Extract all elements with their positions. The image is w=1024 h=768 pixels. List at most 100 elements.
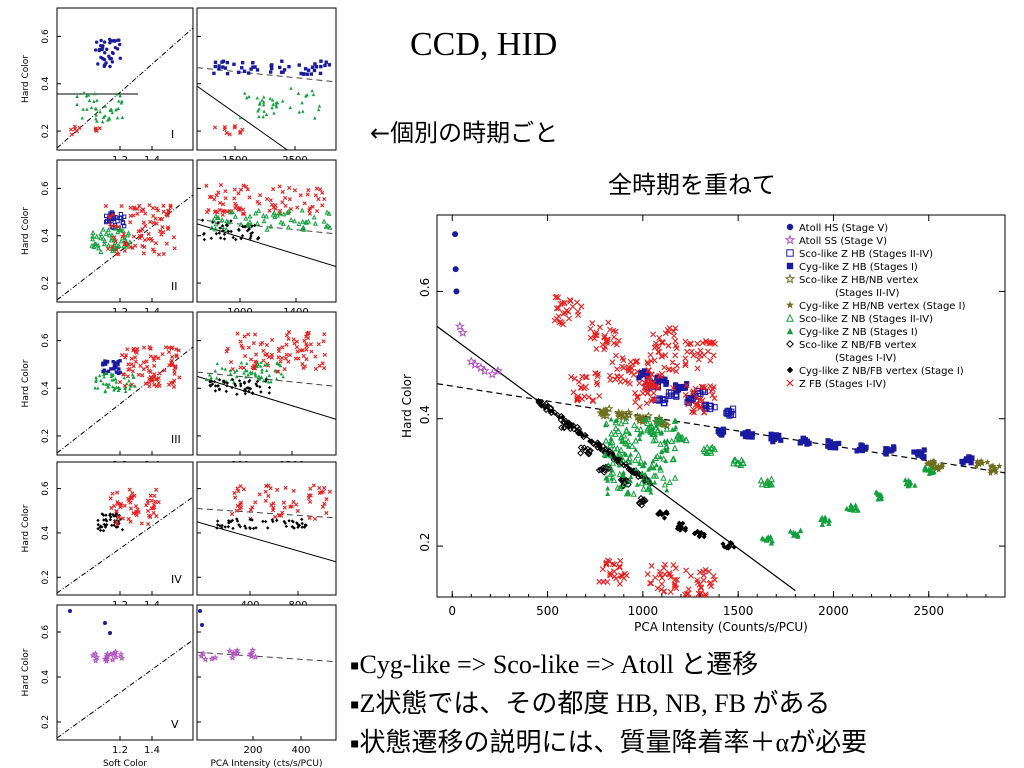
data-point	[275, 369, 280, 374]
data-point	[974, 458, 981, 465]
data-point	[682, 362, 689, 369]
data-point	[212, 226, 218, 232]
data-point	[122, 242, 127, 247]
data-point	[217, 378, 222, 382]
data-point	[264, 342, 270, 348]
data-point	[566, 296, 573, 303]
data-point	[122, 248, 127, 253]
data-point	[107, 215, 112, 220]
data-point	[595, 466, 603, 474]
data-point	[302, 525, 307, 529]
data-point	[209, 194, 214, 199]
data-point	[266, 483, 271, 488]
data-point	[611, 454, 618, 461]
data-point	[302, 338, 307, 343]
data-point	[237, 506, 242, 511]
data-point	[118, 359, 122, 363]
data-point	[300, 218, 306, 224]
data-point	[731, 456, 738, 464]
legend-marker	[786, 327, 794, 335]
data-point	[304, 347, 309, 352]
data-point	[151, 510, 156, 515]
data-point	[245, 95, 249, 100]
data-point	[152, 249, 157, 254]
data-point	[310, 204, 315, 209]
data-point	[107, 117, 112, 121]
data-point	[251, 526, 256, 531]
data-point	[103, 203, 108, 209]
data-point	[311, 92, 316, 97]
data-point	[547, 408, 553, 414]
data-point	[612, 352, 619, 359]
data-point	[301, 353, 306, 359]
y-tick-label: 0.6	[41, 481, 51, 496]
data-point	[150, 377, 155, 382]
data-point	[94, 113, 98, 117]
data-point	[297, 63, 301, 67]
data-point	[616, 462, 622, 468]
data-point	[547, 404, 555, 412]
data-point	[233, 384, 238, 388]
data-point	[119, 204, 124, 209]
data-point	[142, 238, 148, 243]
data-point	[637, 494, 645, 502]
data-point	[658, 581, 665, 588]
data-point	[561, 299, 568, 306]
data-point	[225, 223, 230, 228]
data-point	[255, 68, 260, 72]
data-point	[125, 374, 130, 379]
data-point	[697, 584, 704, 591]
data-point	[621, 480, 629, 488]
data-point	[256, 362, 261, 367]
data-point	[264, 112, 269, 116]
data-point	[654, 427, 661, 435]
data-point	[172, 378, 177, 383]
data-point	[200, 218, 205, 222]
ccd-plot-area	[57, 194, 193, 301]
data-point	[98, 525, 102, 529]
data-point	[641, 368, 647, 374]
data-point	[452, 231, 459, 238]
data-point	[102, 57, 107, 62]
data-point	[711, 395, 718, 402]
data-point	[641, 473, 648, 481]
bullet-marker: ▪	[350, 696, 360, 713]
data-point	[134, 509, 139, 514]
data-point	[292, 188, 298, 193]
data-point	[300, 517, 304, 522]
data-point	[282, 519, 286, 524]
data-point	[617, 476, 625, 484]
data-point	[670, 384, 677, 391]
data-point	[151, 220, 156, 225]
data-point	[265, 196, 270, 202]
data-point	[557, 300, 564, 307]
data-point	[320, 203, 325, 208]
data-point	[666, 478, 673, 486]
data-point	[745, 430, 751, 436]
data-point	[257, 193, 263, 198]
data-point	[122, 237, 128, 243]
data-point	[261, 114, 265, 119]
data-point	[673, 368, 680, 375]
data-point	[560, 414, 566, 420]
data-point	[757, 476, 765, 484]
data-point	[149, 506, 154, 511]
bullet-marker: ▪	[350, 735, 360, 752]
data-point	[969, 455, 975, 461]
data-point	[235, 503, 240, 508]
data-point	[103, 104, 108, 108]
data-point	[859, 443, 865, 449]
data-point	[214, 193, 219, 198]
x-axis-label: PCA Intensity (Counts/s/PCU)	[634, 620, 808, 634]
data-point	[209, 225, 215, 231]
data-point	[233, 205, 238, 211]
data-point	[247, 650, 255, 658]
data-point	[235, 519, 240, 523]
data-point	[210, 382, 215, 386]
data-point	[642, 476, 649, 483]
data-point	[257, 374, 261, 378]
data-point	[288, 216, 294, 222]
data-point	[690, 406, 697, 413]
data-point	[200, 623, 204, 627]
x-axis-label: PCA Intensity (cts/s/PCU)	[210, 759, 322, 768]
